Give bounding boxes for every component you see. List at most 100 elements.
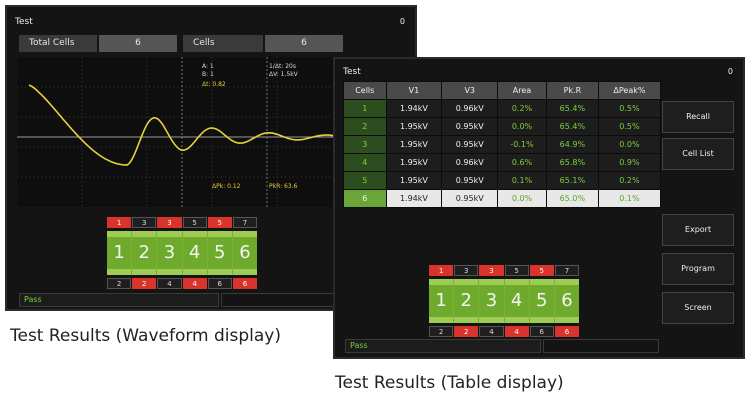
table-cell: 6 [343,189,387,208]
table-cell: 0.6% [497,153,547,172]
table-cell: 0.96kV [441,99,499,118]
header-row: Cells V1 V3 Area Pk.R ΔPeak% [343,81,662,100]
table-cell: 0.95kV [441,117,499,136]
table-cell: 0.0% [597,135,662,154]
table-cell: 0.0% [497,189,547,208]
pin: 1 [107,217,132,228]
pin: 6 [529,326,554,337]
table-cell: 0.1% [597,189,662,208]
pin: 6 [554,326,580,337]
cells-label: Cells [183,35,263,52]
table-cell: 2 [343,117,387,136]
pin: 5 [529,265,554,276]
total-cells-value: 6 [99,35,177,52]
pin: 2 [429,326,454,337]
status-bar-secondary [543,339,659,353]
table-row: 4 1.95kV 0.96kV 0.6% 65.8% 0.9% [343,153,662,172]
pin: 3 [479,265,504,276]
cell-number: 1 [429,279,454,323]
pin: 2 [454,326,479,337]
table-cell: 1 [343,99,387,118]
readout: B: 1 [202,71,214,78]
table-cell: 65.8% [545,153,599,172]
table-row: 2 1.95kV 0.95kV 0.0% 65.4% 0.5% [343,117,662,136]
caption: Test Results (Table display) [335,373,564,393]
cell-number: 3 [157,231,182,275]
pin: 3 [157,217,182,228]
status-bar: Pass [19,293,219,307]
table-cell: 1.95kV [385,135,443,154]
pin: 5 [207,217,232,228]
table-cell: 5 [343,171,387,190]
indicator: 0 [727,67,733,76]
pin: 7 [232,217,258,228]
button[interactable]: Export [662,214,734,246]
pin: 7 [554,265,580,276]
pin: 3 [132,217,157,228]
table-row: 1 1.94kV 0.96kV 0.2% 65.4% 0.5% [343,99,662,118]
pin: 3 [454,265,479,276]
readout: A: 1 [202,63,214,70]
caption: Test Results (Waveform display) [10,326,281,346]
total-cells-label: Total Cells [19,35,97,52]
cells-value: 6 [265,35,343,52]
status-bar: Pass [345,339,541,353]
button[interactable]: Program [662,253,734,285]
pin: 1 [429,265,454,276]
table-cell: 0.5% [597,99,662,118]
button[interactable]: Screen [662,292,734,324]
table-cell: 1.94kV [385,99,443,118]
table-cell: 1.95kV [385,153,443,172]
button[interactable]: Recall [662,101,734,133]
cell-number: 4 [504,279,529,323]
table-cell: 0.95kV [441,171,499,190]
table-cell: 64.9% [545,135,599,154]
table-cell: 0.95kV [441,135,499,154]
table-cell: 0.2% [497,99,547,118]
table-cell: 65.1% [545,171,599,190]
readout: ΔV: 1.5kV [269,71,298,78]
table-cell: 0.2% [597,171,662,190]
table-cell: 4 [343,153,387,172]
cell-number: 3 [479,279,504,323]
cell-number: 2 [454,279,479,323]
cell-number: 6 [232,231,258,275]
pin: 4 [504,326,529,337]
table-screen: Test 0 Cells V1 V3 Area Pk.R ΔPeak% 1 1.94kV 0.9… [333,57,745,359]
table-row: 6 1.94kV 0.95kV 0.0% 65.0% 0.1% [343,189,662,208]
pin: 2 [107,278,132,289]
readout: ΔPk: 0.12 [212,183,241,190]
table-cell: 0.96kV [441,153,499,172]
pin: 4 [479,326,504,337]
column-header: Area [497,81,547,100]
column-header: V1 [385,81,443,100]
column-header: Cells [343,81,387,100]
readout: Δt: 0.82 [202,81,226,88]
readout: PkR: 63.6 [269,183,298,190]
screen-title: Test [15,17,33,27]
column-header: V3 [441,81,499,100]
pin: 5 [182,217,207,228]
table-cell: -0.1% [497,135,547,154]
table-cell: 1.95kV [385,171,443,190]
indicator: 0 [399,17,405,26]
cell-number: 4 [182,231,207,275]
pin: 2 [132,278,157,289]
cell-number: 1 [107,231,132,275]
pin: 6 [232,278,258,289]
button[interactable]: Cell List [662,138,734,170]
pin: 6 [207,278,232,289]
screen-title: Test [343,67,361,77]
cell-number: 2 [132,231,157,275]
cell-number: 5 [207,231,232,275]
table-cell: 1.94kV [385,189,443,208]
table-cell: 65.4% [545,99,599,118]
cell-number: 6 [554,279,580,323]
